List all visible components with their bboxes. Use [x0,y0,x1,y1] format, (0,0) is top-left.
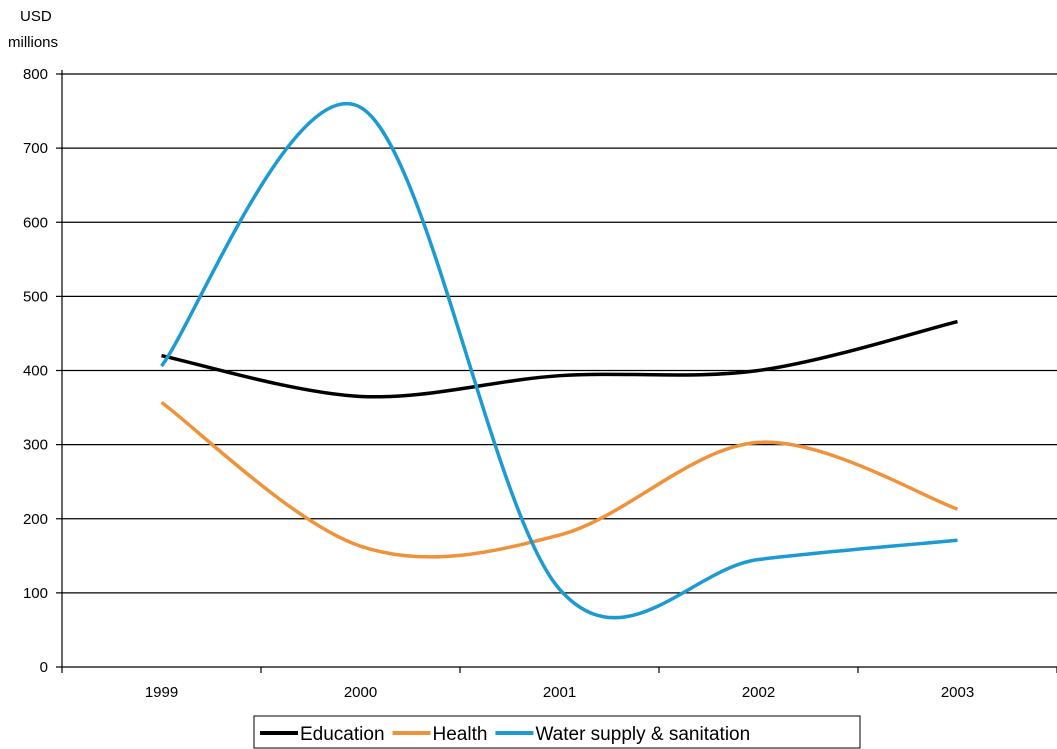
series-line-health [160,400,959,559]
y-axis-tick-labels: 0 100 200 300 400 500 600 700 800 [23,66,48,676]
x-tick-label: 2001 [543,684,576,701]
y-tick-label: 800 [23,66,48,83]
y-tick-label: 700 [23,140,48,157]
legend: Education Health Water supply & sanitation [253,715,861,749]
series-line-water-supply-sanitation [160,102,958,620]
gridlines [62,73,1057,594]
y-tick-label: 400 [23,363,48,380]
y-tick-label: 200 [23,511,48,528]
axes [56,70,1057,673]
series-line-education [161,319,958,399]
y-axis-unit-label: USD millions [8,8,58,51]
y-axis-unit-line-2: millions [8,34,58,51]
x-tick-label: 2002 [742,684,775,701]
x-tick-label: 2003 [941,684,974,701]
legend-label-water-supply-sanitation: Water supply & sanitation [535,724,750,745]
y-axis-unit-line-1: USD [20,8,52,25]
y-tick-label: 600 [23,214,48,231]
y-tick-label: 500 [23,288,48,305]
y-tick-label: 0 [40,659,48,676]
x-tick-label: 2000 [344,684,377,701]
y-tick-label: 300 [23,437,48,454]
y-tick-label: 100 [23,585,48,602]
x-axis-tick-labels: 1999 2000 2001 2002 2003 [145,684,974,701]
series-lines [160,102,959,620]
x-tick-label: 1999 [145,684,178,701]
legend-label-education: Education [300,724,385,745]
legend-label-health: Health [433,724,488,745]
legend-box [253,715,861,749]
